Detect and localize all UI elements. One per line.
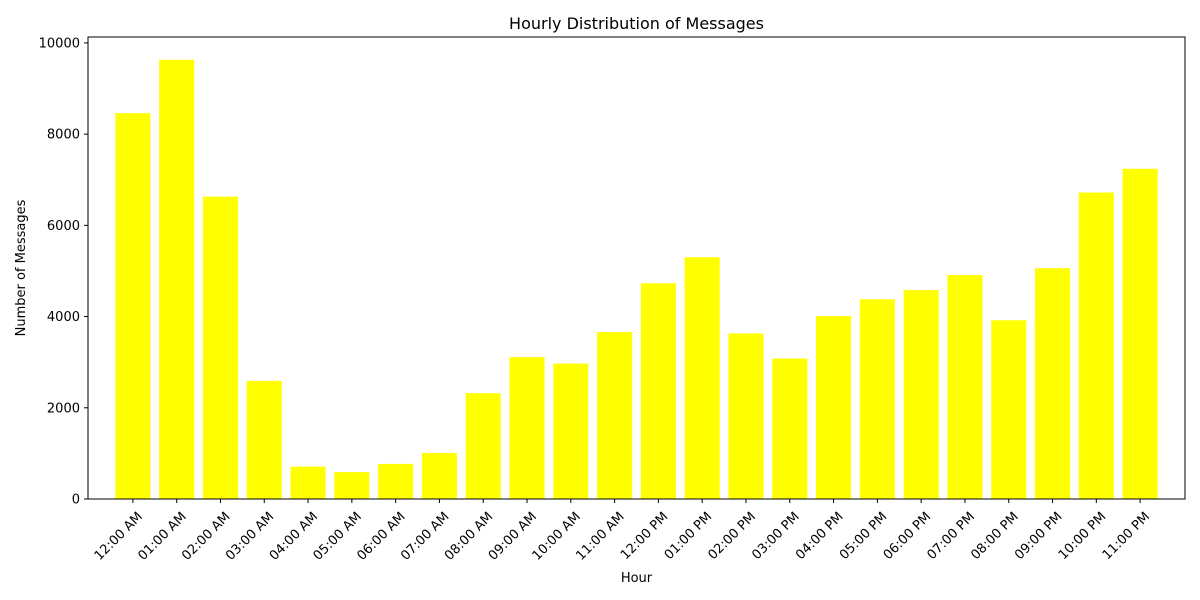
bars-layer bbox=[115, 59, 1158, 500]
bar bbox=[640, 283, 676, 499]
bar bbox=[465, 393, 501, 499]
y-tick-label: 2000 bbox=[47, 401, 80, 416]
bar bbox=[334, 472, 370, 499]
bar bbox=[991, 320, 1027, 499]
bar bbox=[1035, 268, 1071, 499]
bar bbox=[421, 452, 457, 499]
bar bbox=[728, 333, 764, 499]
bar bbox=[772, 358, 808, 499]
bar bbox=[246, 380, 282, 499]
bar bbox=[859, 299, 895, 499]
y-tick-label: 8000 bbox=[47, 128, 80, 143]
bar bbox=[159, 59, 195, 500]
bar bbox=[1078, 192, 1114, 499]
bar bbox=[378, 463, 414, 499]
y-axis-label: Number of Messages bbox=[14, 199, 29, 336]
plot-frame bbox=[87, 36, 1186, 500]
y-tick-label: 6000 bbox=[47, 219, 80, 234]
chart-title: Hourly Distribution of Messages bbox=[509, 14, 764, 33]
bar bbox=[903, 290, 939, 499]
y-tick-label: 4000 bbox=[47, 310, 80, 325]
bar bbox=[947, 275, 983, 499]
x-tick-label: 11:00 AM bbox=[573, 509, 627, 563]
y-tick-label: 10000 bbox=[39, 36, 80, 51]
y-tick-label: 0 bbox=[72, 493, 80, 508]
bar bbox=[597, 332, 633, 499]
x-tick-label: 11:00 PM bbox=[1100, 509, 1153, 562]
bar bbox=[1122, 168, 1158, 500]
bar bbox=[202, 196, 238, 499]
bar bbox=[816, 316, 852, 499]
bar bbox=[290, 466, 326, 499]
y-axis: 0 2000 4000 6000 8000 10000 bbox=[39, 36, 88, 508]
bar bbox=[509, 357, 545, 499]
x-axis-label: Hour bbox=[621, 571, 653, 586]
bar bbox=[684, 257, 720, 499]
bar bbox=[553, 363, 589, 499]
bar bbox=[115, 113, 151, 499]
